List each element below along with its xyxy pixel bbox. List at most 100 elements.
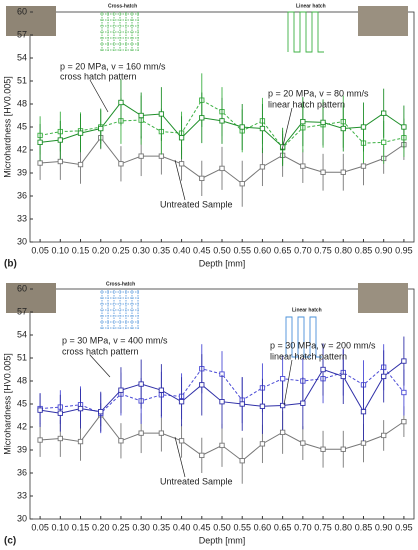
marker <box>178 399 185 405</box>
annotation-arrow <box>281 107 293 151</box>
marker <box>401 358 407 364</box>
marker <box>320 119 326 126</box>
marker <box>381 373 387 380</box>
marker <box>239 458 245 464</box>
marker <box>401 418 407 425</box>
x-tick-label: 0.45 <box>193 522 211 532</box>
marker <box>239 401 245 407</box>
x-tick-label: 0.15 <box>72 522 90 532</box>
marker <box>320 446 326 452</box>
x-tick-label: 0.70 <box>294 522 312 532</box>
marker <box>279 402 286 409</box>
marker <box>199 382 205 388</box>
linear-hatch-icon <box>285 316 322 358</box>
x-tick-label: 0.85 <box>355 245 373 255</box>
marker <box>37 437 43 443</box>
x-tick-label: 0.10 <box>52 245 70 255</box>
x-tick-label: 0.65 <box>274 245 292 255</box>
annotation: cross hatch pattern <box>62 346 139 356</box>
x-tick-label: 0.15 <box>72 245 90 255</box>
annotation: linear hatch pattern <box>268 99 345 109</box>
marker <box>219 399 225 405</box>
annotation: p = 30 MPa, v = 400 mm/s <box>62 335 168 345</box>
marker <box>57 410 63 416</box>
y-tick-label: 48 <box>17 375 27 385</box>
x-tick-label: 0.25 <box>112 245 130 255</box>
marker <box>37 160 43 166</box>
marker <box>340 125 346 132</box>
x-tick-label: 0.40 <box>173 522 191 532</box>
marker <box>98 125 104 132</box>
marker <box>360 124 367 130</box>
x-tick-label: 0.65 <box>274 522 292 532</box>
annotation: Linear hatch <box>292 307 322 313</box>
marker <box>118 387 124 393</box>
y-tick-label: 39 <box>17 444 27 454</box>
marker <box>138 381 144 387</box>
y-tick-label: 42 <box>17 144 27 154</box>
x-tick-label: 0.05 <box>31 245 49 255</box>
marker <box>381 110 387 116</box>
marker <box>300 440 306 446</box>
marker <box>77 438 84 445</box>
y-axis-label: Microhardness [HV0.005] <box>2 76 12 178</box>
marker <box>57 158 63 165</box>
x-tick-label: 0.20 <box>92 245 110 255</box>
marker <box>178 438 185 444</box>
marker <box>360 163 367 169</box>
marker <box>401 124 407 130</box>
x-tick-label: 0.95 <box>395 245 413 255</box>
x-tick-label: 0.50 <box>213 245 231 255</box>
y-tick-label: 57 <box>17 306 27 316</box>
x-tick-label: 0.30 <box>132 522 150 532</box>
marker <box>138 430 144 436</box>
x-tick-label: 0.90 <box>375 245 393 255</box>
x-tick-label: 0.45 <box>193 245 211 255</box>
x-tick-label: 0.10 <box>52 522 70 532</box>
marker <box>381 432 387 439</box>
marker <box>320 169 326 175</box>
y-tick-label: 36 <box>17 467 27 477</box>
y-tick-label: 60 <box>17 6 27 16</box>
y-axis-label: Microhardness [HV0.005] <box>2 353 12 455</box>
marker <box>77 161 84 168</box>
x-tick-label: 0.50 <box>213 522 231 532</box>
marker <box>77 130 84 136</box>
x-tick-label: 0.60 <box>254 522 272 532</box>
y-tick-label: 33 <box>17 213 27 223</box>
marker <box>199 452 205 459</box>
annotation: linear hatch pattern <box>270 351 347 361</box>
marker <box>340 373 346 380</box>
marker <box>118 99 124 106</box>
marker <box>219 442 225 449</box>
annotation: p = 20 MPa, v = 160 mm/s <box>60 61 166 71</box>
annotation: Untreated Sample <box>160 476 233 486</box>
x-tick-label: 0.80 <box>334 522 352 532</box>
marker <box>219 118 225 124</box>
marker <box>138 112 144 119</box>
x-tick-label: 0.35 <box>153 245 171 255</box>
marker <box>199 115 205 121</box>
marker <box>98 409 104 415</box>
x-axis-label: Depth [mm] <box>199 258 246 268</box>
marker <box>279 429 286 436</box>
x-tick-label: 0.80 <box>334 245 352 255</box>
marker <box>239 124 245 130</box>
annotation-arrow <box>174 159 186 201</box>
sample-photo <box>6 6 56 36</box>
sample-photo <box>358 283 408 313</box>
marker <box>118 161 124 167</box>
marker <box>158 111 165 117</box>
y-tick-label: 57 <box>17 29 27 39</box>
marker <box>57 435 63 442</box>
y-tick-label: 51 <box>17 352 27 362</box>
y-tick-label: 54 <box>17 329 27 339</box>
marker <box>360 409 367 415</box>
marker <box>381 139 387 145</box>
y-tick-label: 36 <box>17 190 27 200</box>
marker <box>300 118 306 125</box>
marker <box>178 161 185 167</box>
marker <box>300 163 306 169</box>
